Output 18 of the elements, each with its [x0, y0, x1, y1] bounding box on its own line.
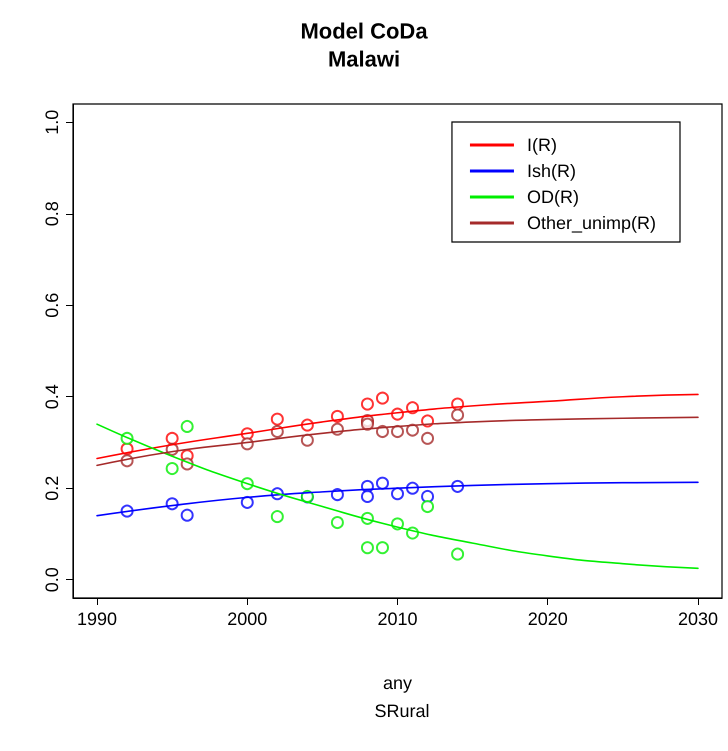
legend-label: Other_unimp(R): [526, 213, 656, 233]
chart-title: Model CoDa Malawi: [300, 18, 428, 72]
legend-label: OD(R): [526, 187, 579, 207]
x-tick-label: 1990: [77, 609, 118, 629]
legend-label: I(R): [526, 135, 557, 155]
x-tick-label: 2010: [377, 609, 418, 629]
x-axis-title: any: [382, 673, 412, 693]
y-tick-label: 0.0: [42, 567, 62, 592]
text: SRural: [374, 701, 430, 721]
y-tick-label: 0.4: [42, 384, 62, 410]
x-tick-label: 2000: [227, 609, 268, 629]
x-tick-label: 2030: [678, 609, 718, 629]
y-tick-label: 1.0: [42, 110, 62, 135]
y-tick-label: 0.8: [42, 201, 62, 226]
y-tick-label: 0.2: [42, 476, 62, 501]
y-tick-label: 0.6: [42, 292, 62, 318]
x-tick-label: 2020: [528, 609, 568, 629]
legend-label: Ish(R): [526, 161, 576, 181]
